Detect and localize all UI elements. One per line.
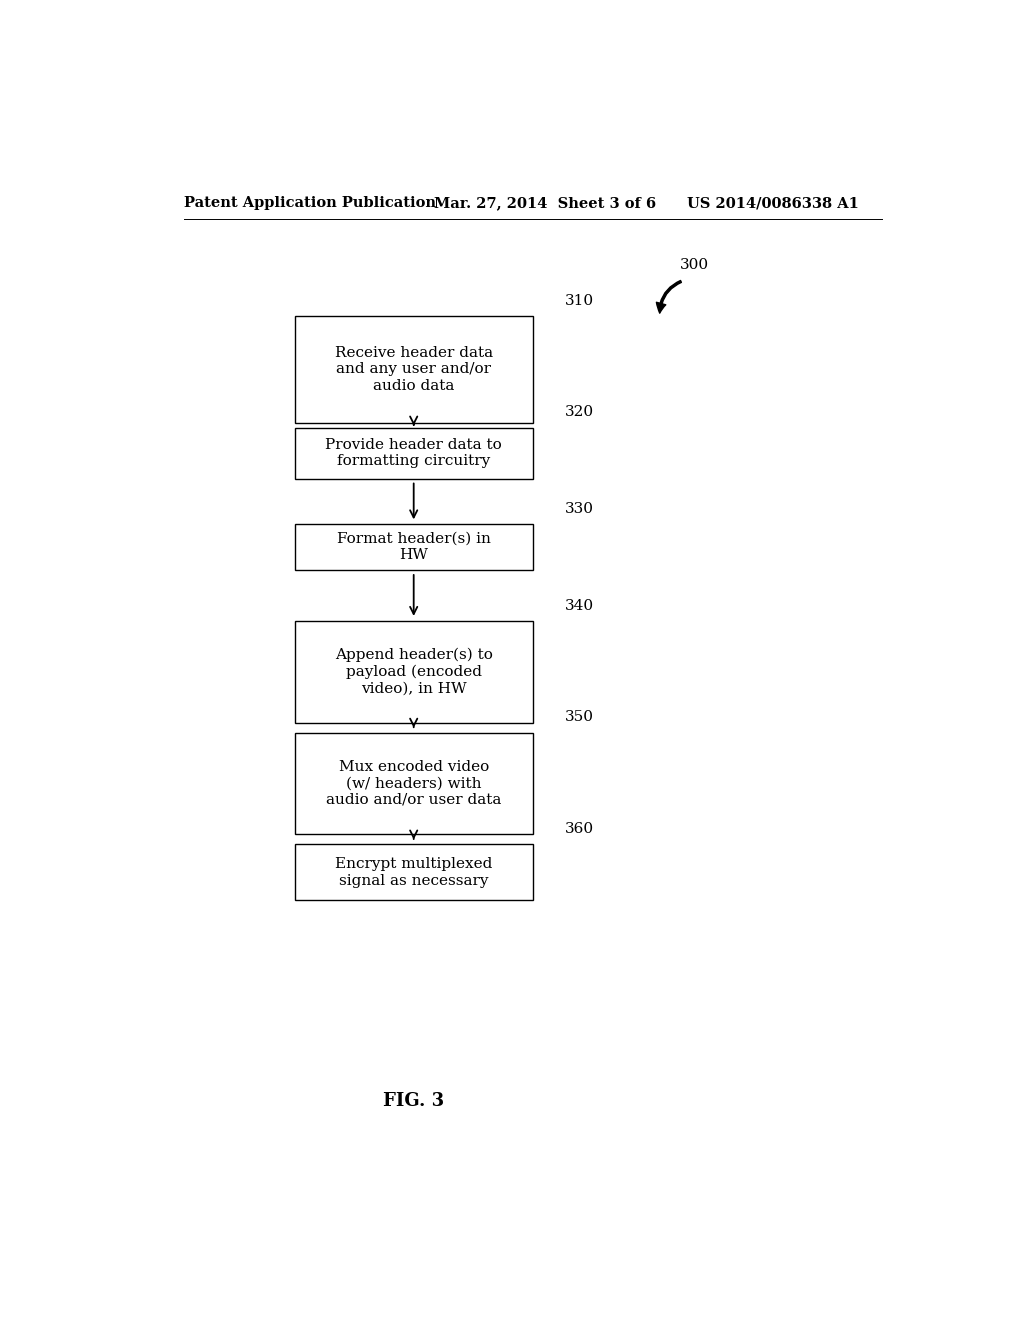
Text: Receive header data
and any user and/or
audio data: Receive header data and any user and/or … bbox=[335, 346, 493, 392]
FancyBboxPatch shape bbox=[295, 315, 532, 422]
Text: 350: 350 bbox=[564, 710, 594, 725]
FancyBboxPatch shape bbox=[295, 524, 532, 570]
Text: 300: 300 bbox=[680, 259, 709, 272]
FancyBboxPatch shape bbox=[295, 845, 532, 900]
Text: Format header(s) in
HW: Format header(s) in HW bbox=[337, 532, 490, 562]
Text: Provide header data to
formatting circuitry: Provide header data to formatting circui… bbox=[326, 438, 502, 469]
FancyBboxPatch shape bbox=[295, 733, 532, 834]
Text: Append header(s) to
payload (encoded
video), in HW: Append header(s) to payload (encoded vid… bbox=[335, 648, 493, 696]
Text: 320: 320 bbox=[564, 405, 594, 420]
Text: Patent Application Publication: Patent Application Publication bbox=[183, 197, 435, 210]
Text: FIG. 3: FIG. 3 bbox=[383, 1092, 444, 1110]
Text: 340: 340 bbox=[564, 598, 594, 612]
FancyArrowPatch shape bbox=[656, 280, 681, 313]
Text: Mar. 27, 2014  Sheet 3 of 6: Mar. 27, 2014 Sheet 3 of 6 bbox=[433, 197, 655, 210]
Text: US 2014/0086338 A1: US 2014/0086338 A1 bbox=[687, 197, 859, 210]
Text: 330: 330 bbox=[564, 502, 594, 516]
FancyBboxPatch shape bbox=[295, 620, 532, 722]
Text: 310: 310 bbox=[564, 293, 594, 308]
Text: 360: 360 bbox=[564, 822, 594, 837]
Text: Encrypt multiplexed
signal as necessary: Encrypt multiplexed signal as necessary bbox=[335, 857, 493, 887]
Text: Mux encoded video
(w/ headers) with
audio and/or user data: Mux encoded video (w/ headers) with audi… bbox=[326, 760, 502, 807]
FancyBboxPatch shape bbox=[295, 428, 532, 479]
